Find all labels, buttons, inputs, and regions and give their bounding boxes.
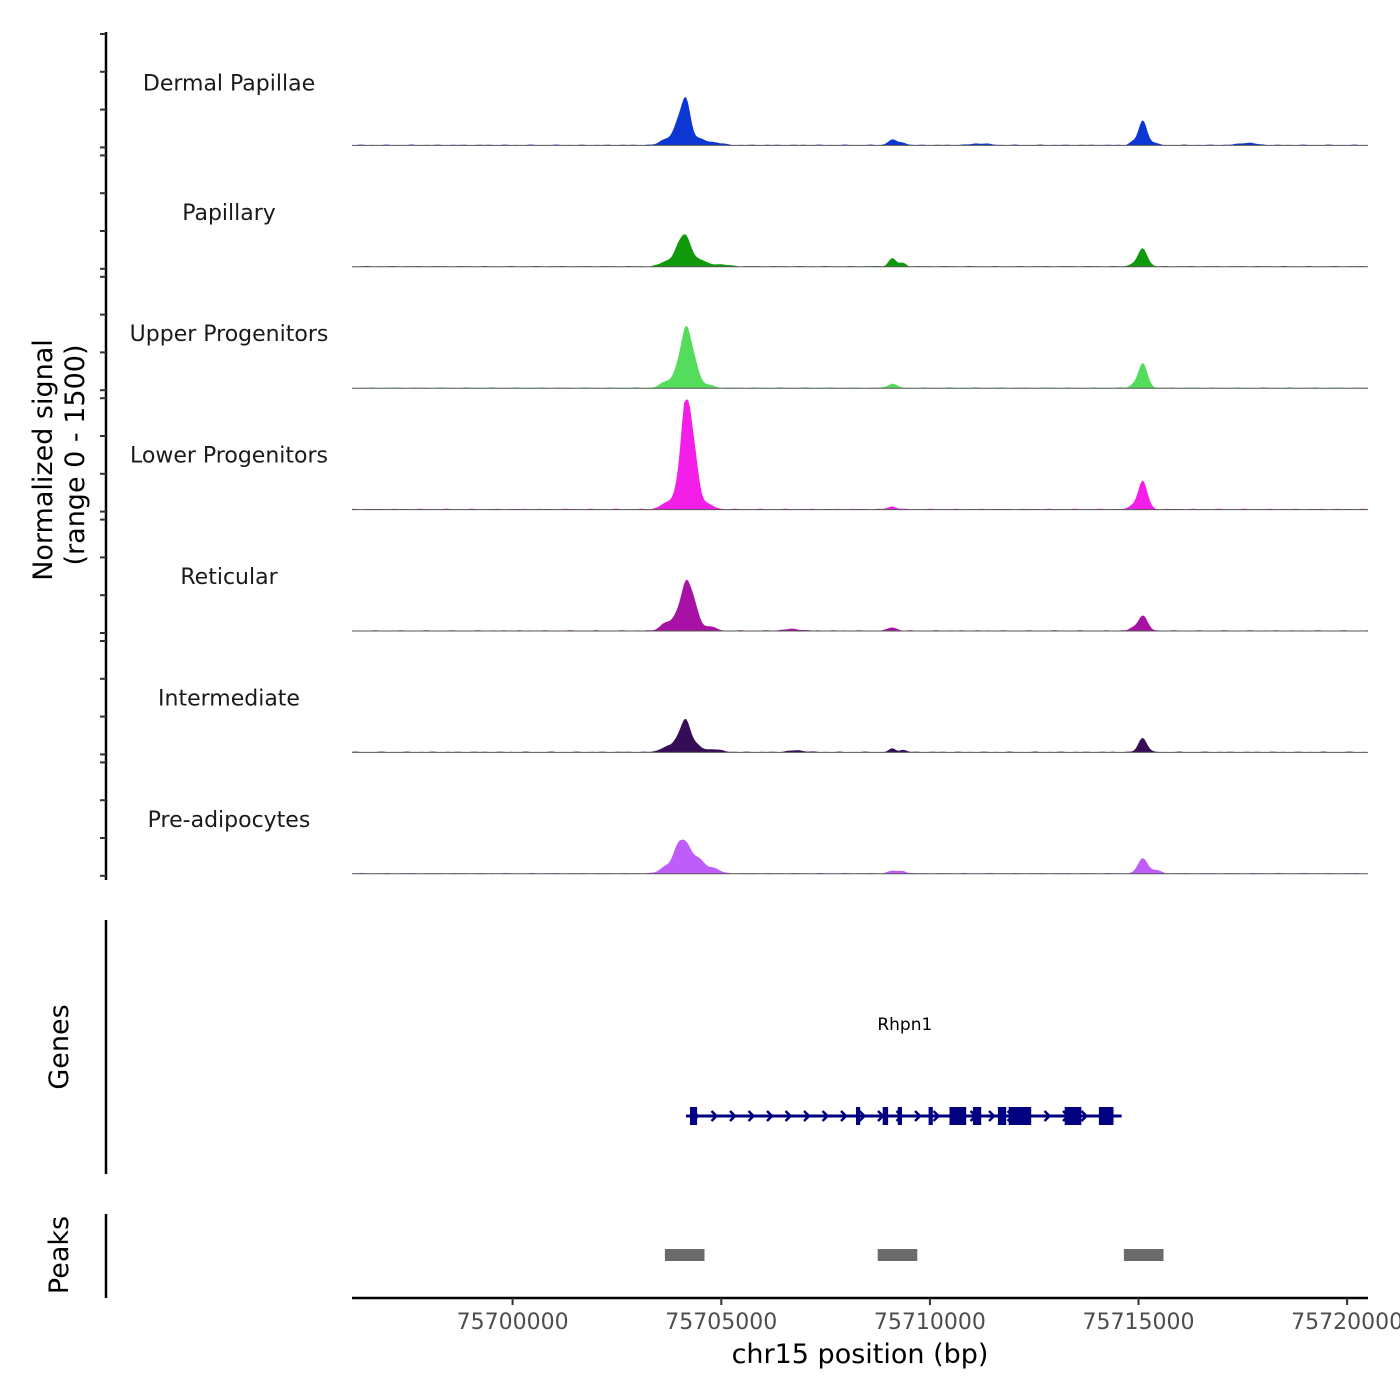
exon [856, 1107, 861, 1125]
coverage-y-axis [100, 32, 108, 880]
strand-chevron [747, 1110, 756, 1122]
x-tick-label: 75720000 [1291, 1310, 1400, 1335]
peaks-panel [104, 1214, 1164, 1298]
track-label: Intermediate [158, 686, 300, 711]
x-tick-label: 75705000 [665, 1310, 777, 1335]
exon [882, 1107, 889, 1125]
coverage-area [352, 97, 1368, 146]
track-lower-progenitors: Lower Progenitors [130, 399, 1368, 511]
exon [1064, 1107, 1082, 1125]
strand-chevron [1043, 1110, 1052, 1122]
strand-chevron [710, 1110, 719, 1122]
peaks-axis-title: Peaks [44, 1216, 75, 1294]
track-upper-progenitors: Upper Progenitors [130, 322, 1368, 389]
track-reticular: Reticular [180, 565, 1368, 632]
exon [1098, 1107, 1114, 1125]
genes-axis-title: Genes [44, 1004, 75, 1089]
track-dermal-papillae: Dermal Papillae [143, 71, 1368, 146]
exon [1008, 1107, 1032, 1125]
track-intermediate: Intermediate [158, 686, 1368, 753]
strand-chevron [1080, 1110, 1089, 1122]
genes-panel: Rhpn1 [104, 920, 1122, 1174]
coverage-area [352, 399, 1368, 510]
exon [928, 1107, 933, 1125]
coverage-tracks: Dermal Papillae Papillary Upper Progenitor… [130, 71, 1368, 875]
track-pre-adipocytes: Pre-adipocytes [148, 808, 1368, 875]
strand-chevron [840, 1110, 848, 1122]
y-axis-title-range: (range 0 - 1500) [60, 345, 91, 566]
strand-chevron [988, 1110, 996, 1122]
strand-chevron [932, 1110, 941, 1122]
coverage-area [352, 325, 1368, 389]
x-axis: 75700000 75705000 75710000 75715000 75720000 [352, 1296, 1400, 1335]
strand-chevron [784, 1110, 793, 1122]
track-label: Dermal Papillae [143, 71, 315, 96]
strand-chevron [729, 1110, 737, 1122]
strand-chevron [766, 1110, 774, 1122]
coverage-area [352, 234, 1368, 267]
track-label: Lower Progenitors [130, 444, 328, 469]
strand-chevron [803, 1110, 811, 1122]
strand-chevron [858, 1110, 867, 1122]
track-label: Pre-adipocytes [148, 808, 311, 833]
gene-name-label: Rhpn1 [877, 1015, 932, 1035]
x-axis-title: chr15 position (bp) [732, 1339, 989, 1370]
peak-region [1123, 1249, 1164, 1261]
exon [972, 1107, 982, 1125]
coverage-area [352, 718, 1368, 753]
y-axis-title: Normalized signal [28, 339, 59, 581]
exon [949, 1107, 967, 1125]
x-tick-label: 75700000 [457, 1310, 569, 1335]
track-label: Papillary [182, 201, 276, 226]
x-tick-label: 75715000 [1083, 1310, 1195, 1335]
exon [897, 1107, 902, 1125]
peak-region [877, 1249, 918, 1261]
strand-chevron [914, 1110, 922, 1122]
track-label: Upper Progenitors [130, 322, 329, 347]
exon [997, 1107, 1007, 1125]
coverage-area [352, 839, 1368, 874]
track-papillary: Papillary [182, 201, 1368, 268]
track-label: Reticular [180, 565, 278, 590]
exon [690, 1107, 698, 1125]
peak-region [664, 1249, 705, 1261]
strand-chevron [821, 1110, 830, 1122]
coverage-area [352, 579, 1368, 631]
x-tick-label: 75710000 [874, 1310, 986, 1335]
